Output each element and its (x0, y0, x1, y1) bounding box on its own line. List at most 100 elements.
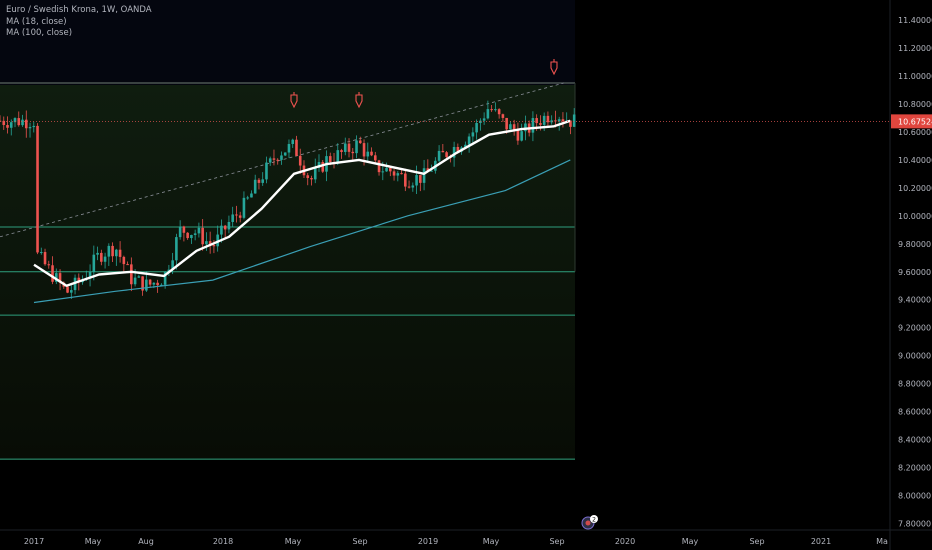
candle-body (422, 168, 426, 183)
candle-body (373, 155, 377, 161)
candle-body (24, 119, 28, 129)
ma100-legend[interactable]: MA (100, close) (6, 28, 73, 38)
time-tick-label: Sep (549, 537, 564, 546)
candle-body (156, 282, 159, 286)
candle-body (512, 124, 516, 131)
badge-bubble (590, 515, 598, 523)
candle-body (231, 214, 234, 222)
candle-body (475, 123, 478, 133)
candle-body (276, 159, 280, 161)
candle-body (366, 151, 370, 157)
current-price-label: 10.67524 (898, 117, 932, 126)
candle-body (96, 252, 99, 255)
candle-body (351, 151, 355, 154)
candle-body (205, 241, 208, 245)
candle-body (441, 150, 445, 153)
time-tick-label: Sep (352, 537, 367, 546)
candle-body (190, 234, 193, 239)
candle-body (182, 226, 186, 233)
candle-body (501, 114, 505, 118)
candle-body (464, 144, 467, 148)
candle-body (223, 225, 227, 230)
candle-body (385, 167, 388, 172)
candle-body (482, 118, 486, 121)
candle-body (137, 276, 141, 278)
candle-body (295, 139, 298, 156)
candle-body (133, 277, 137, 285)
candle-body (193, 233, 197, 235)
price-axis[interactable]: 11.40000 11.20000 11.00000 10.80000 10.60000… (898, 16, 932, 529)
candle-body (246, 197, 249, 199)
signal-markers (290, 59, 558, 109)
candle-body (2, 120, 6, 125)
symbol-title[interactable]: Euro / Swedish Krona, 1W, OANDA (6, 5, 152, 15)
candle-body (51, 265, 54, 282)
candle-body (411, 185, 415, 188)
time-tick-label: 2020 (615, 537, 635, 546)
candle-body (92, 254, 96, 272)
event-icon-dot (585, 520, 591, 526)
candle-body (419, 175, 422, 183)
candle-body (426, 168, 430, 171)
candle-body (546, 115, 550, 123)
candle-body (160, 284, 163, 286)
candle-body (572, 114, 576, 127)
candle-body (171, 260, 174, 270)
candle-body (163, 271, 167, 285)
candle-body (250, 193, 253, 198)
upper-zone (0, 0, 575, 85)
ma18-legend[interactable]: MA (18, close) (6, 16, 67, 27)
candle-body (377, 160, 381, 173)
chart-legend: Euro / Swedish Krona, 1W, OANDA MA (18, … (6, 5, 152, 40)
candle-body (370, 151, 373, 156)
horizontal-levels (0, 82, 576, 460)
moving-averages (33, 119, 571, 304)
time-tick-label: Aug (138, 537, 154, 546)
candle-body (186, 232, 189, 239)
candle-body (535, 118, 538, 124)
candle-body (257, 179, 261, 183)
candle-body (212, 245, 216, 247)
candle-body (70, 290, 73, 293)
dashed-trend-line (0, 82, 565, 238)
candle-body (126, 264, 129, 266)
time-tick-label: May (285, 537, 302, 546)
ma18-line (33, 119, 571, 287)
candle-body (516, 130, 520, 141)
candle-body (328, 156, 332, 163)
candle-body (265, 162, 268, 180)
candle-body (118, 249, 122, 257)
candle-body (298, 155, 302, 166)
candle-body (115, 249, 118, 257)
candle-body (355, 140, 358, 154)
time-tick-label: 2017 (24, 537, 44, 546)
candle-body (280, 155, 283, 160)
price-tick-label: 9.20000 (898, 324, 931, 333)
candle-body (13, 118, 17, 123)
time-tick-label: Ma (876, 537, 888, 546)
candle-body (152, 282, 156, 285)
candle-body (43, 252, 47, 265)
price-tick-label: 8.20000 (898, 464, 931, 473)
candle-body (347, 143, 351, 152)
candle-body (283, 152, 287, 156)
time-tick-label: May (682, 537, 699, 546)
candle-body (452, 146, 456, 158)
price-tick-label: 10.80000 (898, 100, 932, 109)
candle-body (39, 252, 43, 254)
candle-body (306, 175, 310, 179)
candle-body (66, 286, 69, 293)
candles (0, 100, 576, 299)
candle-body (317, 162, 321, 168)
price-tick-label: 11.00000 (898, 72, 932, 81)
price-tick-label: 10.20000 (898, 184, 932, 193)
candle-body (141, 276, 144, 291)
candle-body (557, 119, 561, 122)
candle-body (9, 122, 13, 128)
events-badge[interactable]: 2 (581, 515, 598, 530)
price-tick-label: 10.60000 (898, 128, 932, 137)
candle-body (494, 109, 497, 111)
time-axis[interactable]: 2017 May Aug 2018 May Sep 2019 May Sep 2020 May Sep… (24, 537, 888, 546)
candle-body (100, 252, 103, 262)
